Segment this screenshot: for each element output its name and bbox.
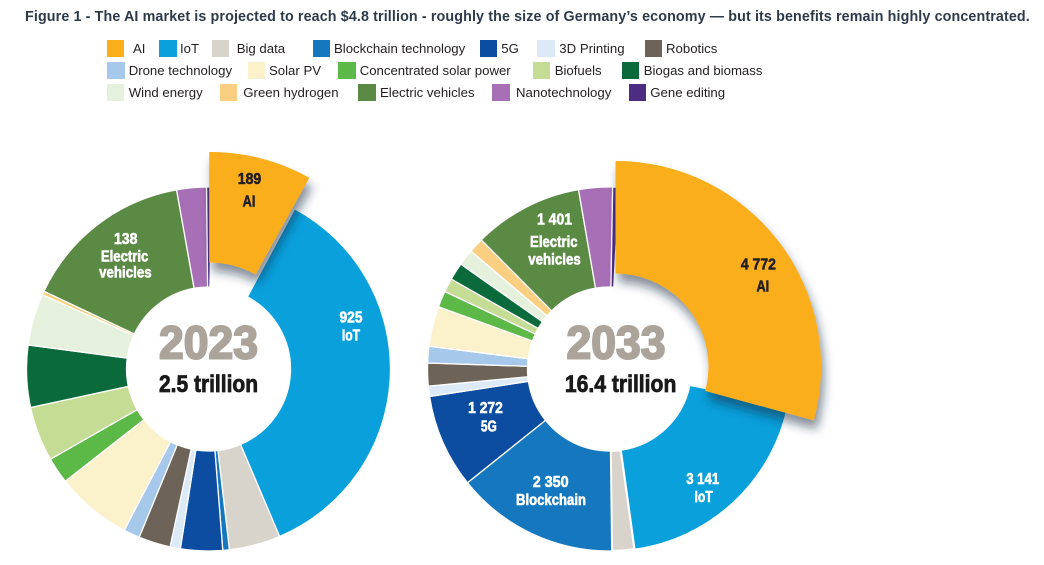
svg-text:3 141: 3 141 <box>686 471 719 488</box>
svg-text:AI: AI <box>243 194 256 211</box>
svg-text:189: 189 <box>238 171 261 188</box>
svg-text:IoT: IoT <box>695 489 713 506</box>
svg-text:5G: 5G <box>481 418 497 435</box>
svg-text:925: 925 <box>340 309 363 326</box>
svg-text:4 772: 4 772 <box>741 257 776 274</box>
svg-text:1 272: 1 272 <box>468 400 503 417</box>
svg-text:2 350: 2 350 <box>533 474 569 491</box>
svg-text:138: 138 <box>114 231 137 248</box>
svg-text:2.5 trillion: 2.5 trillion <box>159 371 258 398</box>
svg-text:Blockchain: Blockchain <box>516 492 586 509</box>
svg-text:IoT: IoT <box>342 328 360 345</box>
svg-text:1 401: 1 401 <box>537 212 572 229</box>
svg-text:16.4 trillion: 16.4 trillion <box>565 371 677 398</box>
svg-text:vehicles: vehicles <box>528 252 581 269</box>
svg-text:2033: 2033 <box>567 317 666 369</box>
svg-text:Electric: Electric <box>530 234 578 251</box>
svg-text:2023: 2023 <box>159 317 258 369</box>
svg-text:Electric: Electric <box>101 249 149 266</box>
svg-text:AI: AI <box>756 279 769 296</box>
svg-text:vehicles: vehicles <box>99 265 152 282</box>
